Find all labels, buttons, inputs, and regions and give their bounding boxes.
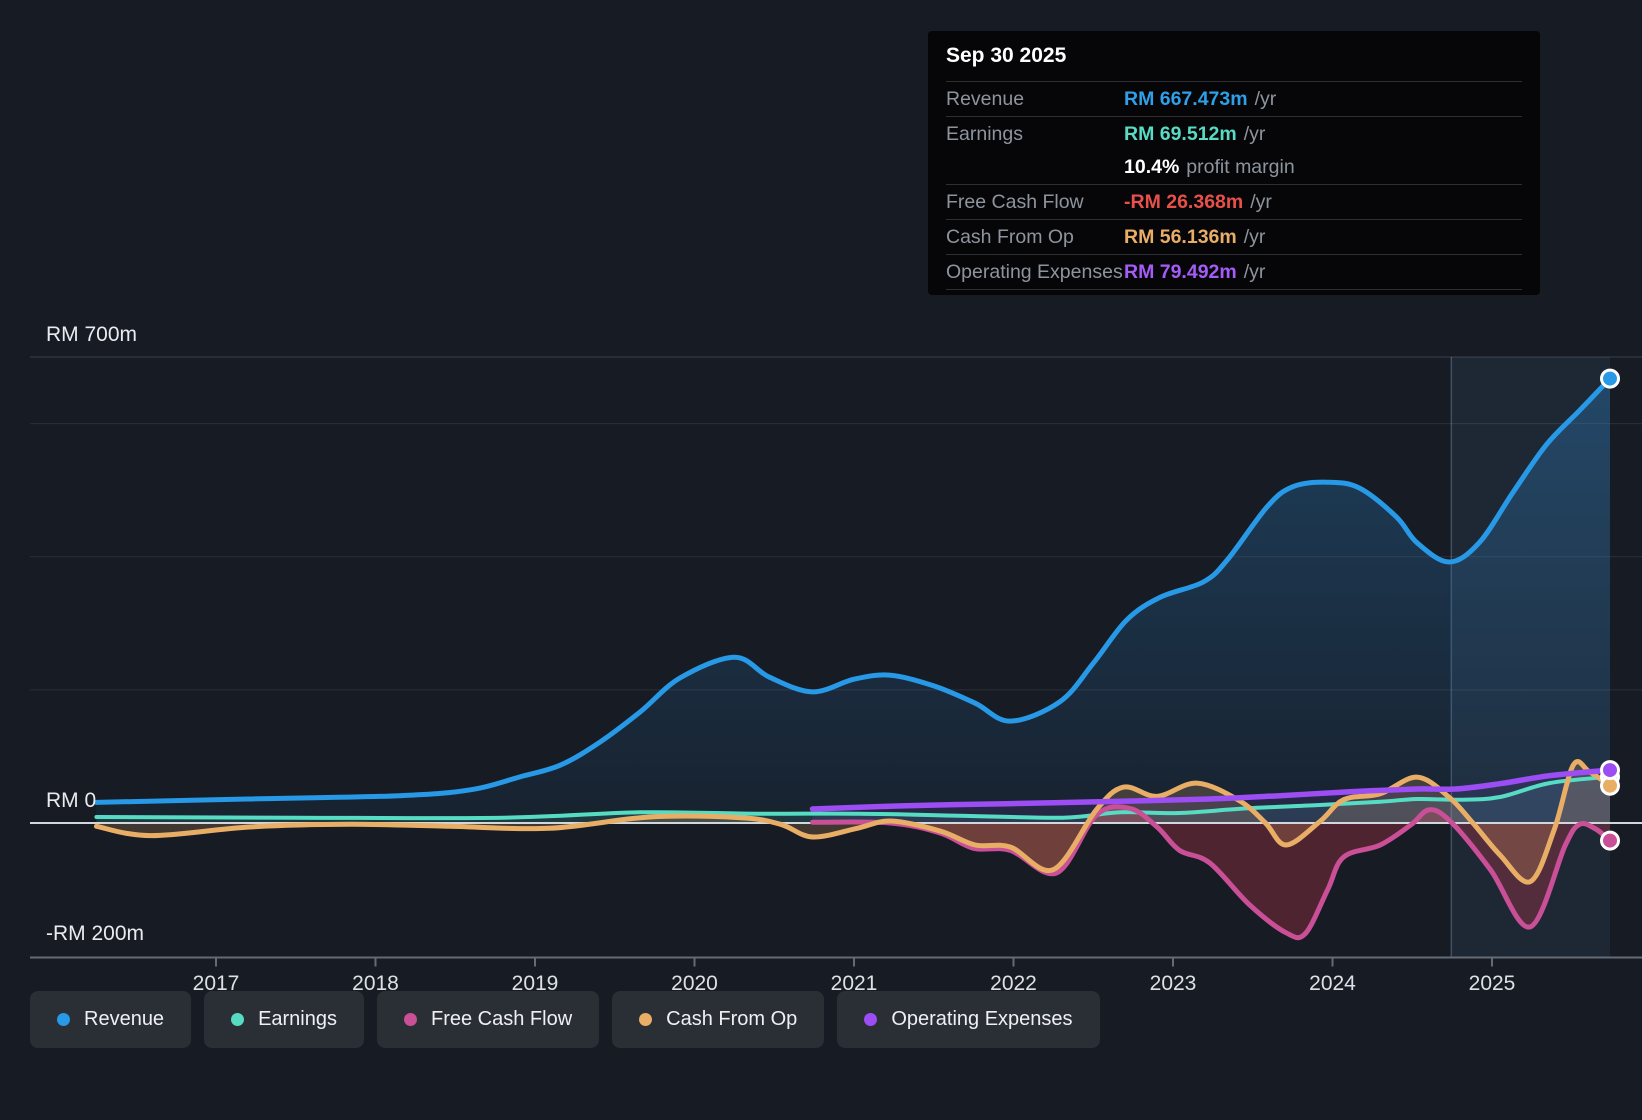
tooltip-label: Free Cash Flow [946, 190, 1084, 213]
tooltip-suffix: /yr [1243, 225, 1266, 248]
x-tick-label: 2022 [990, 972, 1037, 995]
legend-label: Earnings [258, 1008, 337, 1030]
revenue-dot-icon [57, 1013, 70, 1026]
operating-expenses-endpoint-marker [1600, 760, 1620, 781]
legend-label: Free Cash Flow [431, 1008, 573, 1030]
tooltip-suffix: /yr [1254, 87, 1277, 110]
tooltip-suffix: /yr [1243, 122, 1266, 145]
y-axis-label: RM 0 [46, 789, 96, 812]
cash-from-op-dot-icon [639, 1013, 653, 1026]
operating-expenses-line [809, 767, 1613, 812]
tooltip-row-revenue: Revenue RM 667.473m /yr [946, 81, 1522, 116]
tooltip-value: RM 69.512m [1124, 122, 1237, 145]
legend-label: Revenue [84, 1008, 165, 1030]
revenue-area [96, 378, 1610, 823]
earnings-area [96, 776, 1610, 823]
tooltip-label: Revenue [946, 87, 1025, 110]
legend-item-earnings[interactable]: Earnings [204, 991, 364, 1048]
tooltip-row-earnings: Earnings RM 69.512m /yr [946, 116, 1522, 151]
tooltip-date: Sep 30 2025 [946, 44, 1067, 67]
tooltip-row-cash-from-op: Cash From Op RM 56.136m /yr [946, 219, 1522, 254]
tooltip-value: RM 79.492m [1124, 260, 1237, 283]
x-tick-label: 2021 [831, 972, 878, 995]
tooltip-label: Operating Expenses [946, 260, 1123, 283]
free-cash-flow-endpoint-marker [1600, 830, 1620, 851]
operating-expenses-area [812, 770, 1610, 823]
tooltip-label: Cash From Op [946, 225, 1074, 248]
tooltip-suffix: profit margin [1186, 156, 1295, 178]
tooltip-suffix: /yr [1243, 260, 1266, 283]
tooltip-value: 10.4% [1124, 156, 1180, 178]
x-tick-label: 2020 [671, 972, 718, 995]
revenue-line [93, 376, 1613, 805]
earnings-line [94, 774, 1612, 821]
x-tick-label: 2018 [352, 972, 399, 995]
x-tick-label: 2017 [193, 972, 240, 995]
earnings-dot-icon [231, 1013, 245, 1026]
tooltip-value: -RM 26.368m [1124, 190, 1244, 213]
tooltip-row-operating-expenses: Operating Expenses RM 79.492m /yr [946, 254, 1522, 290]
operating-expenses-dot-icon [864, 1013, 878, 1026]
legend-item-revenue[interactable]: Revenue [30, 991, 192, 1048]
x-tick-label: 2025 [1469, 972, 1516, 995]
free-cash-flow-line [810, 804, 1613, 941]
legend-label: Cash From Op [666, 1008, 798, 1030]
tooltip-suffix: /yr [1250, 190, 1272, 213]
free-cash-flow-dot-icon [404, 1013, 417, 1026]
legend-label: Operating Expenses [891, 1008, 1073, 1030]
y-axis-label: -RM 200m [46, 922, 144, 945]
tooltip-value: RM 56.136m [1124, 225, 1237, 248]
y-axis-label: RM 700m [46, 323, 137, 346]
free-cash-flow-area [812, 806, 1610, 938]
x-tick-label: 2024 [1309, 972, 1356, 995]
x-tick-label: 2023 [1150, 972, 1197, 995]
tooltip-row-profit-margin: 10.4% profit margin [946, 151, 1522, 184]
legend-item-cash-from-op[interactable]: Cash From Op [612, 991, 825, 1048]
tooltip-label: Earnings [946, 122, 1023, 145]
tooltip-row-free-cash-flow: Free Cash Flow -RM 26.368m /yr [946, 184, 1522, 219]
chart-tooltip: Sep 30 2025 Revenue RM 667.473m /yr Earn… [928, 31, 1540, 295]
x-tick-label: 2019 [512, 972, 559, 995]
legend-item-free-cash-flow[interactable]: Free Cash Flow [377, 991, 600, 1048]
revenue-endpoint-marker [1600, 368, 1620, 389]
legend-item-operating-expenses[interactable]: Operating Expenses [837, 991, 1100, 1048]
tooltip-value: RM 667.473m [1124, 87, 1248, 110]
chart-legend: Revenue Earnings Free Cash Flow Cash Fro… [30, 991, 1100, 1048]
